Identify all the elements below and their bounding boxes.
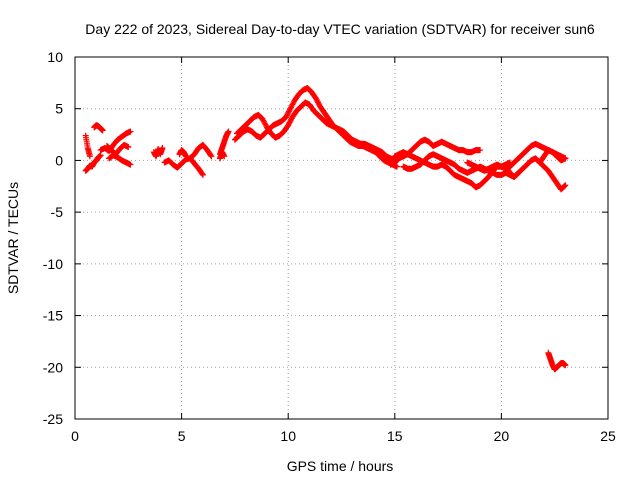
tick-labels: 0 5 10 15 20 25 -25 -20 -15 -10 -5 0 5 10 <box>43 49 616 444</box>
series-sat-c <box>82 132 93 160</box>
series-sat-r <box>464 140 569 174</box>
y-tick-label: -15 <box>43 308 63 324</box>
y-tick-label: -5 <box>51 204 64 220</box>
series-sat-l <box>216 149 228 162</box>
y-tick-label: -20 <box>43 359 63 375</box>
y-tick-label: 5 <box>55 101 63 117</box>
series-sat-a <box>82 152 104 174</box>
x-tick-label: 0 <box>71 428 79 444</box>
data-point <box>199 170 206 177</box>
x-tick-label: 25 <box>600 428 616 444</box>
data-point <box>393 163 400 170</box>
x-axis-label: GPS time / hours <box>287 458 394 474</box>
axis-ticks <box>74 56 609 420</box>
plot-frame <box>74 56 609 420</box>
data-point <box>225 128 232 135</box>
series-sat-j <box>187 141 215 162</box>
data-point <box>159 145 166 152</box>
series-sat-q <box>400 151 522 180</box>
data-point <box>182 153 189 160</box>
series-sat-m <box>231 85 400 170</box>
y-tick-label: 10 <box>47 49 63 65</box>
data-point <box>208 153 215 160</box>
y-axis-label: SDTVAR / TECUs <box>5 182 21 294</box>
data-point <box>99 127 106 134</box>
grid-lines <box>75 57 608 419</box>
y-tick-label: 0 <box>55 152 63 168</box>
data-point <box>477 147 484 154</box>
series-sat-p <box>391 149 513 191</box>
series-sat-n <box>234 99 398 164</box>
y-tick-label: -25 <box>43 411 63 427</box>
data-point <box>127 128 134 135</box>
data-point <box>562 362 569 369</box>
x-tick-label: 10 <box>280 428 296 444</box>
series-sat-u <box>545 349 569 373</box>
data-point <box>125 143 132 150</box>
data-point <box>97 152 104 159</box>
data-point <box>127 161 134 168</box>
data-point <box>207 152 214 159</box>
series-sat-s <box>502 155 569 193</box>
x-tick-label: 5 <box>178 428 186 444</box>
chart-title: Day 222 of 2023, Sidereal Day-to-day VTE… <box>85 21 595 37</box>
series-sat-t <box>536 147 569 166</box>
series-sat-h <box>161 155 206 178</box>
x-tick-label: 15 <box>387 428 403 444</box>
data-point <box>561 182 568 189</box>
x-tick-label: 20 <box>494 428 510 444</box>
data-points <box>82 85 569 373</box>
series-sat-f <box>103 141 132 158</box>
data-point <box>86 153 93 160</box>
series-sat-b <box>91 122 106 134</box>
series-sat-e <box>106 152 134 168</box>
data-point <box>199 171 206 178</box>
data-point <box>562 182 569 189</box>
data-point <box>221 153 228 160</box>
series-sat-i <box>176 147 189 160</box>
y-tick-label: -10 <box>43 256 63 272</box>
data-point <box>562 155 569 162</box>
series-sat-g <box>150 145 166 160</box>
